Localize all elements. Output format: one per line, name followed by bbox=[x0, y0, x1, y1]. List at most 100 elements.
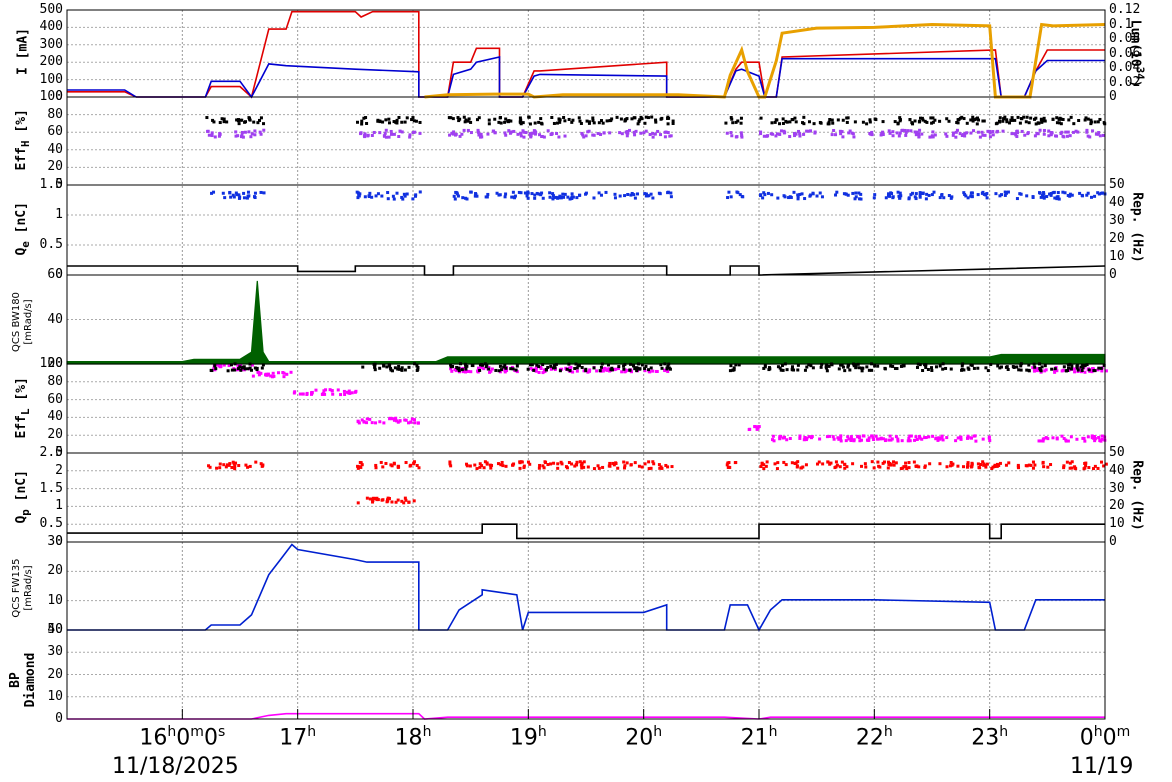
data-point bbox=[870, 460, 874, 464]
data-point bbox=[402, 501, 406, 505]
data-point bbox=[1042, 437, 1046, 441]
data-point bbox=[647, 460, 651, 464]
data-point bbox=[828, 434, 832, 438]
data-point bbox=[924, 365, 928, 369]
data-point bbox=[391, 194, 395, 198]
data-point bbox=[625, 461, 629, 465]
data-point bbox=[770, 121, 774, 125]
data-point bbox=[528, 363, 532, 367]
data-point bbox=[1093, 369, 1097, 373]
y-tick-label: 0 bbox=[55, 711, 63, 726]
data-point bbox=[549, 364, 553, 368]
data-point bbox=[503, 120, 507, 124]
data-point bbox=[845, 120, 849, 124]
x-tick-unit: m bbox=[190, 724, 204, 740]
data-point bbox=[1041, 439, 1045, 443]
data-point bbox=[218, 462, 222, 466]
data-point bbox=[832, 437, 836, 441]
data-point bbox=[771, 434, 775, 438]
data-point bbox=[938, 119, 942, 123]
data-point bbox=[966, 461, 970, 465]
data-point bbox=[925, 120, 929, 124]
data-point bbox=[820, 195, 824, 199]
data-point bbox=[1006, 367, 1010, 371]
data-point bbox=[236, 134, 240, 138]
data-point bbox=[324, 388, 328, 392]
data-point bbox=[759, 116, 763, 120]
data-point bbox=[516, 132, 520, 136]
data-point bbox=[231, 460, 235, 464]
data-point bbox=[1015, 129, 1019, 133]
data-point bbox=[908, 434, 912, 438]
data-point bbox=[503, 363, 507, 367]
data-point bbox=[798, 134, 802, 138]
data-point bbox=[926, 368, 930, 372]
y-axis-label: Qe [nC] bbox=[14, 184, 32, 274]
data-point bbox=[453, 197, 457, 201]
data-point bbox=[1080, 369, 1084, 373]
data-point bbox=[233, 464, 237, 468]
data-point bbox=[407, 500, 411, 504]
data-point bbox=[768, 366, 772, 370]
data-point bbox=[640, 117, 644, 121]
data-point bbox=[371, 498, 375, 502]
data-point bbox=[518, 116, 522, 120]
data-point bbox=[669, 195, 673, 199]
data-point bbox=[530, 192, 534, 196]
x-tick-label: 21h bbox=[736, 724, 782, 750]
data-point bbox=[587, 129, 591, 133]
data-point bbox=[928, 135, 932, 139]
data-point bbox=[387, 496, 391, 500]
data-point bbox=[924, 197, 928, 201]
data-point bbox=[960, 368, 964, 372]
data-point bbox=[795, 464, 799, 468]
data-point bbox=[915, 130, 919, 134]
data-point bbox=[938, 437, 942, 441]
data-point bbox=[411, 131, 415, 135]
data-point bbox=[918, 436, 922, 440]
data-point bbox=[898, 191, 902, 195]
data-point bbox=[736, 119, 740, 123]
x-tick-unit: h bbox=[653, 724, 663, 740]
data-point bbox=[1062, 464, 1066, 468]
data-point bbox=[974, 117, 978, 121]
data-point bbox=[1034, 116, 1038, 120]
data-point bbox=[965, 465, 969, 469]
data-point bbox=[801, 465, 805, 469]
data-point bbox=[608, 461, 612, 465]
data-point bbox=[623, 464, 627, 468]
data-point bbox=[449, 365, 453, 369]
data-point bbox=[502, 365, 506, 369]
data-point bbox=[809, 129, 813, 133]
data-point bbox=[784, 119, 788, 123]
data-point bbox=[376, 498, 380, 502]
data-point bbox=[836, 118, 840, 122]
data-point bbox=[1055, 195, 1059, 199]
data-point bbox=[1015, 365, 1019, 369]
data-point bbox=[776, 461, 780, 465]
data-point bbox=[726, 196, 730, 200]
data-point bbox=[461, 196, 465, 200]
data-point bbox=[449, 464, 453, 468]
x-tick-unit: h bbox=[422, 724, 432, 740]
data-point bbox=[788, 195, 792, 199]
data-point bbox=[529, 134, 533, 138]
data-point bbox=[395, 118, 399, 122]
data-point bbox=[930, 193, 934, 197]
data-point bbox=[933, 133, 937, 137]
data-point bbox=[635, 369, 639, 373]
data-point bbox=[412, 499, 416, 503]
data-point bbox=[812, 122, 816, 126]
data-point bbox=[476, 370, 480, 374]
data-point bbox=[231, 193, 235, 197]
data-point bbox=[1075, 437, 1079, 441]
data-point bbox=[228, 191, 232, 195]
data-point bbox=[584, 367, 588, 371]
data-point bbox=[1099, 460, 1103, 464]
data-point bbox=[597, 466, 601, 470]
data-point bbox=[931, 120, 935, 124]
data-point bbox=[947, 194, 951, 198]
data-point bbox=[486, 132, 490, 136]
data-point bbox=[788, 120, 792, 124]
data-point bbox=[247, 130, 251, 134]
